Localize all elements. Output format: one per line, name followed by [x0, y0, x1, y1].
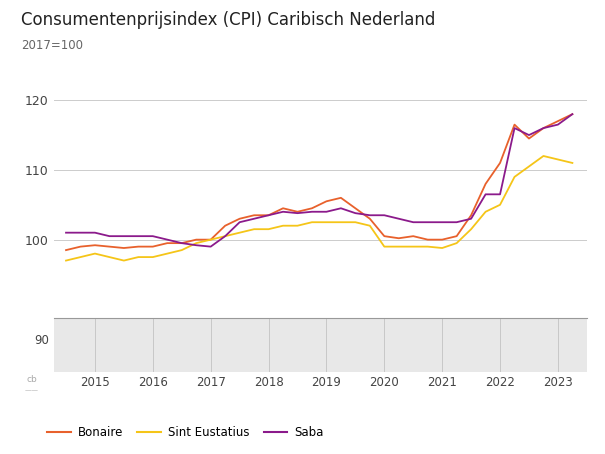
Legend: Bonaire, Sint Eustatius, Saba: Bonaire, Sint Eustatius, Saba — [42, 421, 329, 444]
Text: cb: cb — [26, 375, 37, 384]
Text: Consumentenprijsindex (CPI) Caribisch Nederland: Consumentenprijsindex (CPI) Caribisch Ne… — [21, 11, 436, 30]
Text: 2017=100: 2017=100 — [21, 39, 83, 52]
Text: ——: —— — [24, 387, 39, 393]
